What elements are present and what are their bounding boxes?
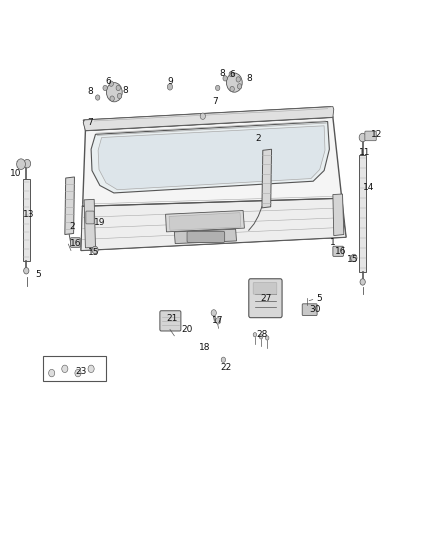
Circle shape [230,86,234,92]
Polygon shape [333,194,344,236]
FancyBboxPatch shape [333,246,343,256]
Text: 23: 23 [75,367,87,376]
Circle shape [211,310,216,316]
Text: 18: 18 [199,343,211,352]
Polygon shape [65,177,74,235]
Text: 2: 2 [256,134,261,143]
Polygon shape [98,126,325,190]
Polygon shape [83,107,333,131]
Text: 14: 14 [363,183,374,192]
Polygon shape [169,213,241,230]
Circle shape [62,365,68,373]
Text: 8: 8 [123,86,129,95]
Text: 8: 8 [246,75,252,83]
Polygon shape [84,199,95,248]
Circle shape [92,246,98,254]
FancyBboxPatch shape [302,304,317,316]
Circle shape [117,93,122,99]
Circle shape [215,85,220,91]
Text: 12: 12 [371,130,382,139]
Text: 10: 10 [10,169,21,177]
Circle shape [109,81,113,86]
Bar [43,356,106,381]
FancyBboxPatch shape [253,282,277,294]
FancyBboxPatch shape [365,131,376,141]
Text: 5: 5 [316,294,322,303]
Text: 6: 6 [106,77,112,85]
Circle shape [24,159,31,168]
Text: 9: 9 [167,77,173,85]
Circle shape [24,268,29,274]
Text: 16: 16 [70,239,81,248]
Text: 8: 8 [219,69,226,78]
Circle shape [236,77,240,82]
Circle shape [167,84,173,90]
Circle shape [223,76,227,81]
Text: 8: 8 [88,87,94,96]
Text: 15: 15 [88,248,100,256]
Text: 2: 2 [70,222,75,231]
Polygon shape [359,155,366,272]
Circle shape [360,279,365,285]
Circle shape [17,159,25,169]
Text: 30: 30 [310,305,321,313]
Text: 15: 15 [347,255,358,264]
FancyBboxPatch shape [86,211,94,224]
Circle shape [351,254,357,262]
Circle shape [88,365,94,373]
Circle shape [215,318,221,324]
Circle shape [95,95,100,100]
FancyBboxPatch shape [71,238,80,247]
Circle shape [259,335,263,339]
Polygon shape [91,122,329,193]
Circle shape [265,336,269,340]
Polygon shape [81,198,346,251]
Circle shape [49,369,55,377]
Text: 6: 6 [229,70,235,79]
Text: 28: 28 [256,330,268,338]
Circle shape [253,333,257,337]
Text: 5: 5 [35,270,42,279]
Polygon shape [174,229,237,244]
Text: 27: 27 [261,294,272,303]
Text: 16: 16 [335,247,346,256]
Polygon shape [23,179,30,261]
Polygon shape [262,149,272,208]
Circle shape [106,83,122,102]
Text: 17: 17 [212,317,224,325]
Circle shape [229,71,233,77]
Circle shape [359,133,366,142]
Text: 13: 13 [23,210,34,219]
Text: 7: 7 [87,118,93,127]
Text: 22: 22 [220,364,231,372]
FancyBboxPatch shape [160,311,181,331]
Text: 1: 1 [330,238,336,247]
Circle shape [221,357,226,362]
Circle shape [75,369,81,377]
Circle shape [103,85,107,91]
Text: 11: 11 [359,149,370,157]
Circle shape [110,96,114,101]
Text: 7: 7 [212,97,218,106]
Polygon shape [81,117,346,251]
Circle shape [116,85,120,91]
FancyBboxPatch shape [187,231,225,243]
Circle shape [200,113,205,119]
Text: 19: 19 [94,218,106,227]
Circle shape [226,73,242,92]
Text: 21: 21 [166,314,178,323]
Text: 20: 20 [182,325,193,334]
Polygon shape [83,107,334,131]
Polygon shape [166,211,244,232]
FancyBboxPatch shape [249,279,282,318]
Circle shape [237,84,242,89]
